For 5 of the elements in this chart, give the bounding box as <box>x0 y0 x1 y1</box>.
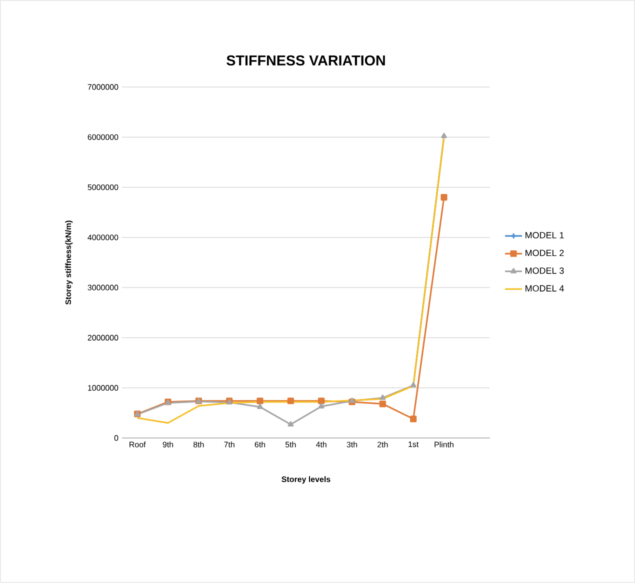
legend-label: MODEL 4 <box>526 285 564 292</box>
legend-label: MODEL 1 <box>526 232 564 238</box>
legend-label: MODEL 3 <box>526 267 564 274</box>
legend-label: MODEL 2 <box>526 250 564 256</box>
chart-title: STIFFNESS VARIATION <box>226 55 385 66</box>
